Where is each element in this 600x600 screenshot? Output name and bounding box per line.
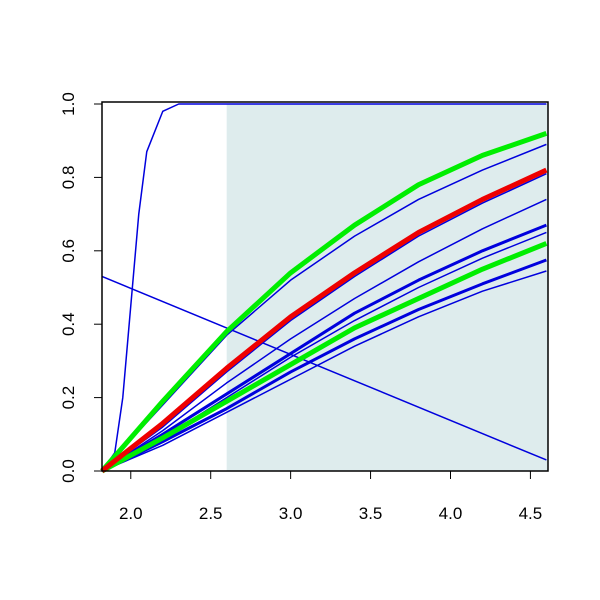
curve xyxy=(100,130,548,473)
y-tick-label: 1.0 xyxy=(59,92,78,116)
x-tick-label: 2.0 xyxy=(119,504,143,523)
y-tick-label: 0.6 xyxy=(59,239,78,263)
x-tick-label: 3.0 xyxy=(279,504,303,523)
x-tick-label: 3.5 xyxy=(359,504,383,523)
curve xyxy=(101,103,547,472)
curve xyxy=(100,167,548,473)
x-tick-label: 2.5 xyxy=(199,504,223,523)
y-tick-label: 0.0 xyxy=(59,459,78,483)
curve xyxy=(101,275,547,461)
curve xyxy=(101,173,547,472)
curve xyxy=(101,223,547,473)
curve xyxy=(101,270,547,472)
y-tick-label: 0.4 xyxy=(59,312,78,336)
x-tick-label: 4.5 xyxy=(519,504,543,523)
curve xyxy=(101,258,547,473)
curve xyxy=(100,241,548,474)
y-tick-label: 0.2 xyxy=(59,386,78,410)
y-tick-label: 0.8 xyxy=(59,166,78,190)
curve xyxy=(101,198,547,472)
x-tick-label: 4.0 xyxy=(439,504,463,523)
plot-box xyxy=(101,101,549,472)
